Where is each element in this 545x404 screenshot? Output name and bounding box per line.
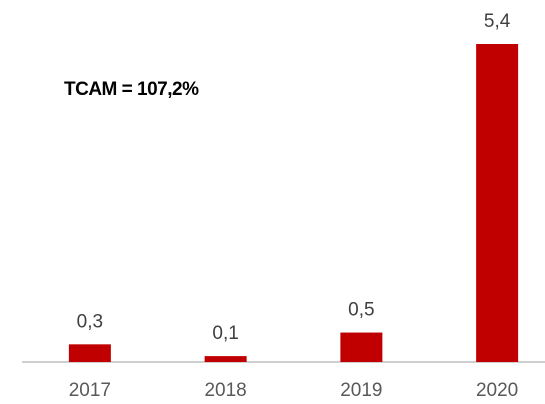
x-tick-label: 2019 <box>340 380 382 401</box>
value-label: 0,5 <box>348 300 374 321</box>
value-label: 0,3 <box>77 311 103 332</box>
value-label: 5,4 <box>484 11 511 32</box>
x-tick-label: 2018 <box>204 380 246 401</box>
annotation: TCAM = 107,2% <box>64 79 199 100</box>
x-tick-label: 2017 <box>69 380 111 401</box>
bar <box>476 44 519 362</box>
bar <box>340 332 383 362</box>
bar <box>204 356 247 362</box>
x-tick-label: 2020 <box>476 380 518 401</box>
bar <box>68 344 111 362</box>
value-label: 0,1 <box>212 323 238 344</box>
